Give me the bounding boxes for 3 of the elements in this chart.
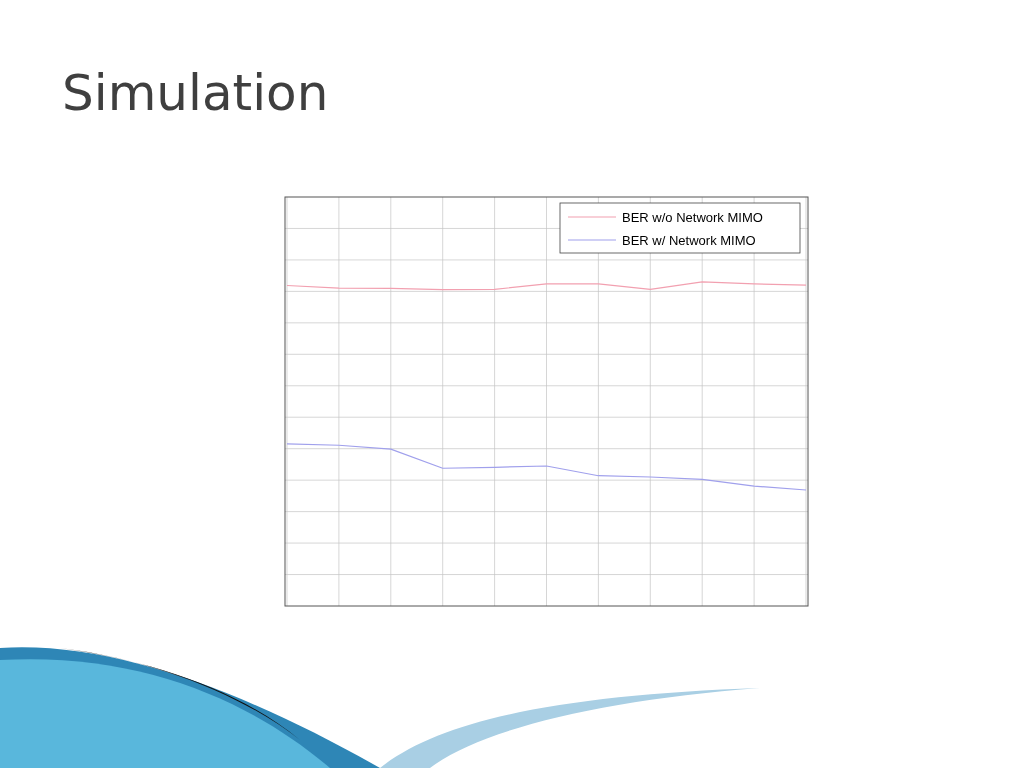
legend-label: BER w/o Network MIMO <box>622 210 763 225</box>
legend-label: BER w/ Network MIMO <box>622 233 756 248</box>
chart-title: Simulation <box>62 64 329 122</box>
